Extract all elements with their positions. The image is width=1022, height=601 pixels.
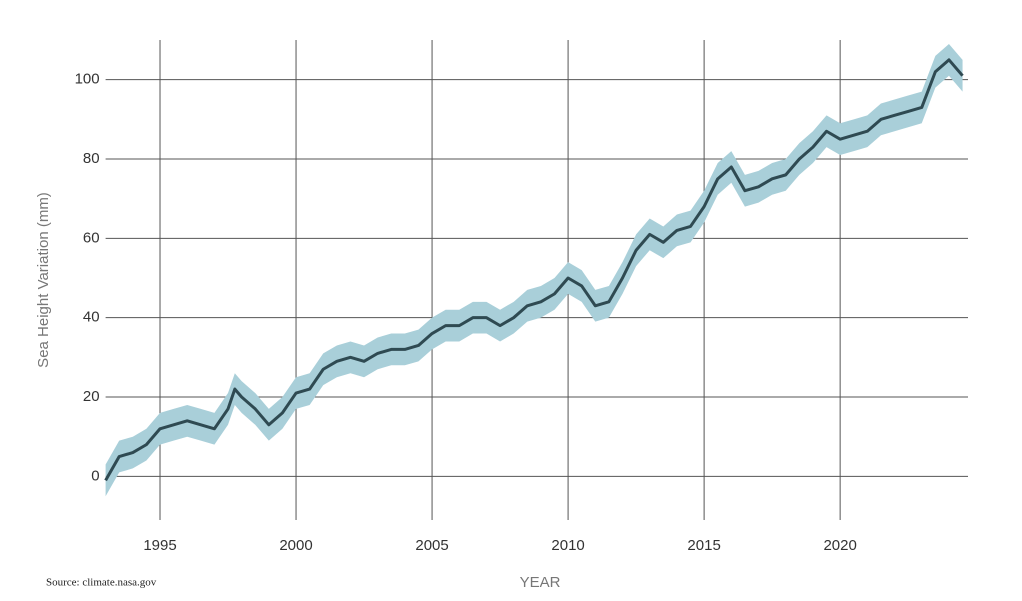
y-tick-label: 0 xyxy=(91,467,99,484)
x-axis-label: YEAR xyxy=(520,574,561,591)
x-tick-label: 2015 xyxy=(687,537,720,554)
data-line xyxy=(104,58,964,482)
y-axis-label: Sea Height Variation (mm) xyxy=(35,192,52,368)
x-tick-label: 2000 xyxy=(279,537,312,554)
x-tick-label: 1995 xyxy=(143,537,176,554)
y-tick-label: 40 xyxy=(83,309,100,326)
y-tick-label: 80 xyxy=(83,150,100,167)
x-tick-label: 2020 xyxy=(823,537,856,554)
source-note: Source: climate.nasa.gov xyxy=(46,577,157,589)
y-tick-label: 60 xyxy=(83,229,100,246)
y-tick-label: 100 xyxy=(75,71,100,88)
x-tick-label: 2010 xyxy=(551,537,584,554)
x-tick-label: 2005 xyxy=(415,537,448,554)
y-tick-label: 20 xyxy=(83,388,100,405)
uncertainty-band xyxy=(105,43,963,497)
